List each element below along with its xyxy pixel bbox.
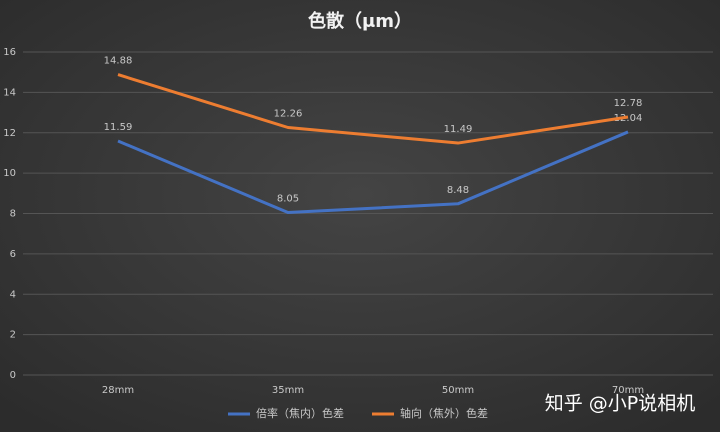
data-label: 12.78 xyxy=(614,98,643,109)
x-tick-label: 28mm xyxy=(102,385,134,396)
x-tick-label: 35mm xyxy=(272,385,304,396)
y-tick-label: 6 xyxy=(10,249,16,260)
y-tick-label: 4 xyxy=(10,289,16,300)
data-label: 14.88 xyxy=(104,56,133,67)
chart-title: 色散（μm） xyxy=(308,10,412,32)
data-label: 8.05 xyxy=(277,193,299,204)
data-label: 11.59 xyxy=(104,122,133,133)
y-tick-label: 2 xyxy=(10,330,16,341)
series-line xyxy=(117,130,629,214)
y-tick-label: 8 xyxy=(10,209,16,220)
y-tick-label: 16 xyxy=(3,47,16,58)
legend-label: 轴向（焦外）色差 xyxy=(400,406,488,420)
y-tick-label: 10 xyxy=(3,168,16,179)
y-tick-label: 12 xyxy=(3,128,16,139)
y-tick-label: 0 xyxy=(10,370,16,381)
legend-label: 倍率（焦内）色差 xyxy=(256,406,344,420)
data-label: 8.48 xyxy=(447,185,469,196)
data-label: 11.49 xyxy=(444,124,473,135)
data-label: 12.26 xyxy=(274,109,303,120)
x-tick-label: 70mm xyxy=(612,385,644,396)
series-line xyxy=(117,73,629,145)
watermark: 知乎 @小P说相机 xyxy=(545,393,696,415)
x-tick-label: 50mm xyxy=(442,385,474,396)
y-tick-label: 14 xyxy=(3,87,16,98)
